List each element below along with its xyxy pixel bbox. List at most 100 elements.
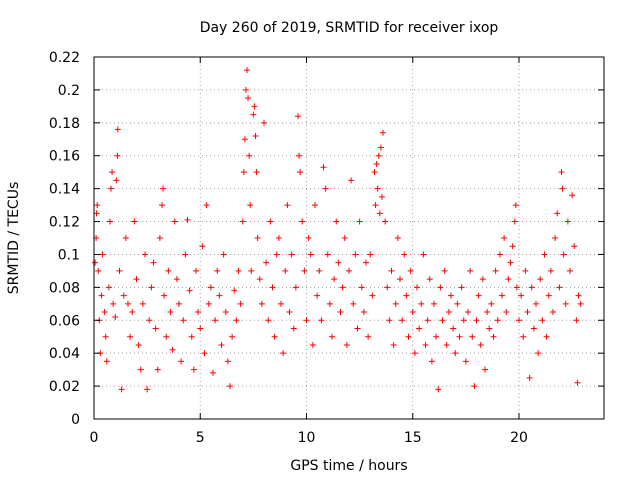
data-point [365, 333, 372, 340]
data-point [414, 284, 420, 291]
data-point [203, 202, 210, 209]
data-point [106, 218, 113, 225]
data-point [282, 267, 289, 274]
data-point [288, 251, 295, 258]
data-point [296, 152, 303, 159]
data-point [273, 251, 280, 258]
data-point [127, 333, 134, 340]
data-point [450, 325, 457, 332]
data-point [92, 259, 99, 266]
data-point [346, 267, 352, 274]
data-point [411, 350, 418, 357]
data-point [499, 292, 505, 299]
data-point [490, 333, 497, 340]
data-point [148, 284, 155, 291]
data-point [501, 235, 508, 241]
data-point [541, 251, 548, 258]
data-point [142, 251, 148, 258]
data-point [390, 341, 397, 348]
data-point [120, 292, 127, 299]
data-point [392, 300, 399, 307]
data-point [299, 218, 306, 225]
data-point [437, 284, 444, 291]
data-point [184, 216, 191, 223]
data-point [114, 126, 121, 133]
data-point [445, 309, 452, 316]
plot-frame [93, 56, 605, 420]
data-point [265, 317, 272, 324]
data-point [574, 379, 581, 386]
data-point [524, 309, 531, 316]
data-point [526, 374, 533, 381]
data-point [247, 202, 254, 209]
data-point [374, 185, 381, 192]
data-point [103, 358, 110, 365]
data-point [403, 292, 410, 299]
data-point [190, 366, 197, 373]
data-point [214, 267, 221, 274]
y-tick-label: 0.04 [49, 346, 80, 362]
data-point [484, 309, 491, 316]
data-point [144, 386, 151, 393]
data-point [278, 300, 284, 307]
data-point [573, 317, 580, 324]
data-point [199, 243, 206, 250]
x-tick-label: 0 [90, 430, 99, 446]
data-point [312, 202, 318, 209]
data-point [322, 185, 329, 192]
data-point [530, 325, 537, 332]
data-point [242, 86, 249, 93]
data-point [159, 202, 165, 209]
y-tick-label: 0.18 [49, 116, 80, 132]
data-point [250, 111, 257, 118]
data-point [222, 309, 229, 316]
data-point [405, 333, 412, 340]
data-point [133, 276, 140, 283]
data-point [431, 300, 437, 307]
data-point [246, 152, 253, 159]
data-point [567, 267, 573, 274]
data-point [505, 276, 512, 283]
data-point [428, 358, 435, 365]
data-point [326, 300, 333, 307]
data-point [139, 300, 146, 307]
y-tick-label: 0.06 [49, 313, 80, 329]
data-point [448, 292, 454, 299]
data-point [509, 243, 516, 250]
data-point [113, 177, 120, 184]
data-point [528, 284, 535, 291]
data-point [333, 218, 340, 225]
y-tick-label: 0.12 [49, 215, 80, 231]
data-point [182, 251, 189, 258]
data-point [280, 350, 287, 357]
data-point [329, 333, 335, 340]
y-tick-label: 0.2 [58, 83, 80, 99]
data-point [176, 300, 182, 307]
data-point [271, 333, 278, 340]
data-point [462, 358, 469, 365]
data-point [518, 292, 525, 299]
grid-lines [94, 57, 604, 419]
data-point [475, 292, 482, 299]
data-point [367, 251, 374, 258]
data-point [559, 185, 566, 192]
y-tick-label: 0.14 [49, 182, 80, 198]
data-point [407, 267, 414, 274]
data-point [152, 325, 159, 332]
data-point [424, 317, 431, 324]
data-point [426, 276, 433, 283]
data-point [210, 369, 216, 376]
data-point [101, 309, 108, 316]
data-point [131, 218, 138, 225]
data-point [486, 325, 493, 332]
y-axis-label: SRMTID / TECUs [6, 182, 22, 295]
data-point [512, 202, 519, 209]
data-point [560, 251, 567, 258]
data-point [218, 341, 225, 348]
data-point [348, 177, 355, 184]
data-point [439, 317, 446, 324]
data-point [116, 267, 123, 274]
data-point [380, 129, 386, 136]
data-point [163, 333, 170, 340]
data-point [545, 292, 552, 299]
